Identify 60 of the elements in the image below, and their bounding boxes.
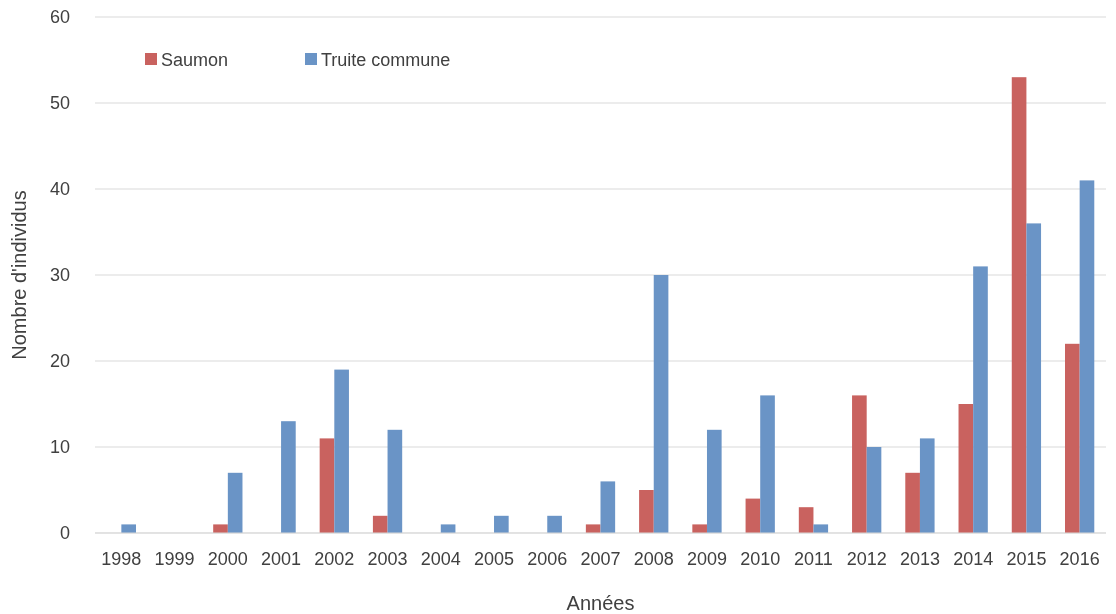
x-tick-label: 2002 [314,549,355,569]
x-tick-label: 2000 [207,549,248,569]
bar [1011,77,1027,533]
x-tick-label: 2014 [953,549,994,569]
bar [973,266,988,533]
x-tick-label: 2015 [1006,549,1047,569]
y-tick-label: 40 [49,179,70,200]
x-tick-label: 2006 [527,549,568,569]
x-tick-label: 2003 [367,549,408,569]
x-tick-label: 2004 [420,549,461,569]
y-tick-label: 20 [49,351,70,372]
bar [905,472,920,533]
bar [1065,343,1080,533]
bar [706,429,722,533]
bar [692,524,707,533]
bar [745,498,761,533]
bar [547,515,562,533]
legend-label: Saumon [161,50,229,71]
bar [866,447,882,533]
y-tick-label: 10 [49,437,70,458]
y-tick-label: 30 [49,265,70,286]
bar [585,524,601,533]
x-tick-label: 2011 [794,549,833,569]
bar [958,404,974,533]
bar [600,481,616,533]
y-tick-label: 0 [59,523,70,544]
bar [121,524,136,533]
bar [1026,223,1042,533]
bar [798,507,814,533]
bar [334,369,349,533]
x-tick-label: 2013 [899,549,940,569]
x-tick-label: 1998 [101,549,142,569]
bar [1079,180,1095,533]
x-tick-label: 1999 [154,549,195,569]
bar [919,438,935,533]
x-tick-label: 2008 [633,549,674,569]
bar [213,524,228,533]
bar [813,524,829,533]
bar [227,472,243,533]
x-tick-label: 2012 [846,549,887,569]
x-tick-label: 2005 [474,549,515,569]
bar [494,515,509,533]
bar [372,515,388,533]
y-tick-label: 50 [49,93,70,114]
bar [387,429,403,533]
legend-label: Truite commune [321,50,451,71]
x-axis-title: Années [566,592,635,614]
bar [639,490,654,533]
x-tick-label: 2007 [580,549,621,569]
x-tick-label: 2009 [686,549,727,569]
bar [760,395,775,533]
bar [319,438,335,533]
y-tick-label: 60 [49,7,70,28]
x-tick-label: 2001 [261,549,302,569]
x-tick-label: 2010 [740,549,781,569]
bar [281,421,296,533]
bar [653,275,669,533]
y-axis-title: Nombre d'individus [8,190,30,360]
x-tick-label: 2016 [1059,549,1100,569]
bar [852,395,867,533]
